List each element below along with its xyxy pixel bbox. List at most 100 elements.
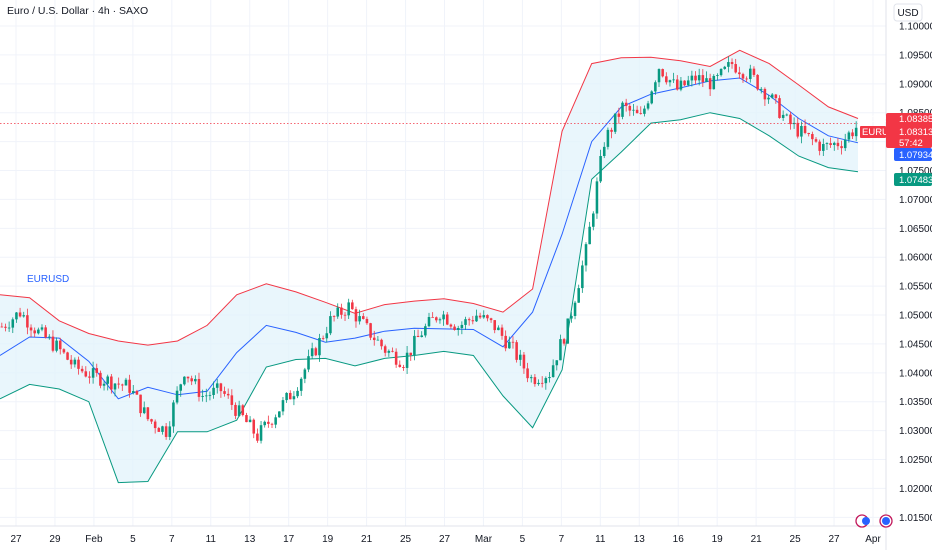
candle-body — [796, 122, 800, 137]
candle-body — [296, 390, 299, 397]
candle-body — [230, 395, 234, 405]
candle — [679, 76, 683, 92]
candle — [832, 141, 836, 151]
candle — [29, 324, 33, 338]
candle — [767, 94, 770, 104]
candle-body — [307, 356, 310, 370]
candle-body — [537, 382, 540, 385]
candle-body — [548, 377, 551, 379]
candle — [661, 68, 664, 78]
candle — [347, 298, 350, 319]
candle-body — [431, 317, 434, 318]
candle — [11, 317, 15, 334]
candle-body — [329, 316, 332, 334]
candle — [774, 93, 778, 104]
bollinger-band-fill — [0, 50, 858, 483]
candle-body — [358, 316, 361, 322]
candle — [489, 317, 493, 323]
candle — [438, 317, 442, 324]
candle-body — [493, 320, 496, 331]
candle-body — [730, 62, 734, 65]
candle-body — [110, 376, 113, 390]
candle-body — [11, 319, 15, 328]
candle-body — [847, 132, 851, 140]
candle-body — [518, 354, 522, 360]
candle — [230, 389, 234, 410]
candle — [135, 389, 139, 395]
candle-body — [570, 315, 573, 319]
candle-body — [208, 394, 212, 396]
candle — [581, 260, 584, 293]
candle-body — [303, 369, 307, 379]
candle-body — [99, 372, 102, 386]
candle-body — [299, 378, 303, 391]
candle-body — [690, 75, 694, 81]
price-axis[interactable]: 1.100001.095001.090001.085001.080001.075… — [899, 22, 932, 524]
candle-body — [515, 342, 518, 360]
candle — [164, 422, 168, 440]
candle — [420, 331, 423, 338]
candle-body — [822, 144, 825, 151]
candle-body — [117, 383, 120, 385]
x-tick-label: 19 — [322, 534, 334, 545]
candle-body — [445, 314, 449, 325]
candle-body — [212, 387, 215, 395]
candle-body — [391, 350, 394, 352]
candle — [675, 75, 679, 91]
candle — [595, 177, 599, 219]
candle — [186, 376, 190, 383]
candle — [365, 316, 369, 325]
economic-event-icon[interactable] — [862, 517, 870, 525]
candle-body — [602, 146, 606, 157]
candle-body — [84, 371, 88, 377]
x-tick-label: 21 — [751, 534, 763, 545]
candle — [529, 374, 533, 383]
currency-button[interactable]: USD — [893, 3, 923, 22]
candle — [781, 110, 785, 121]
candle — [756, 74, 759, 91]
candle — [303, 367, 307, 384]
candle — [285, 392, 288, 403]
time-axis[interactable]: 27 29 Feb 5 7 11 13 17 19 21 25 27 Mar 5 7 11 13 16 19 21 25… — [10, 534, 881, 545]
candle-body — [278, 411, 281, 418]
x-tick-label: Feb — [85, 534, 103, 545]
candle — [851, 129, 854, 140]
y-tick-label: 1.02000 — [899, 484, 932, 495]
candle-body — [241, 405, 245, 416]
x-tick-label: 13 — [634, 534, 646, 545]
candle-body — [544, 378, 548, 384]
candle — [37, 327, 40, 335]
indicator-icons[interactable] — [855, 514, 893, 528]
economic-event-icon-2[interactable] — [882, 517, 890, 525]
candle — [223, 386, 226, 397]
candle — [69, 355, 73, 369]
candle-body — [347, 302, 350, 316]
candle — [599, 149, 602, 183]
candle-body — [0, 326, 4, 328]
candle-body — [40, 327, 44, 330]
x-tick-label: 17 — [283, 534, 295, 545]
candle — [657, 68, 661, 88]
candle — [778, 95, 781, 119]
candle-body — [58, 340, 62, 350]
basis-badge: 1.07934 — [894, 148, 932, 161]
candle — [551, 359, 555, 378]
candle-body — [672, 79, 675, 81]
candle — [416, 329, 420, 338]
candle-body — [77, 359, 80, 369]
candle — [628, 103, 632, 117]
candle-body — [387, 350, 391, 353]
candle — [807, 132, 810, 137]
candle-body — [402, 366, 405, 368]
candle-body — [511, 341, 515, 343]
candle-body — [190, 378, 193, 382]
candle — [486, 314, 489, 322]
candle-body — [435, 317, 438, 321]
candle-body — [413, 335, 416, 356]
candle-body — [248, 419, 252, 423]
candle-body — [752, 68, 756, 75]
candle-body — [529, 377, 533, 379]
candle — [752, 66, 756, 77]
candle — [226, 388, 230, 399]
